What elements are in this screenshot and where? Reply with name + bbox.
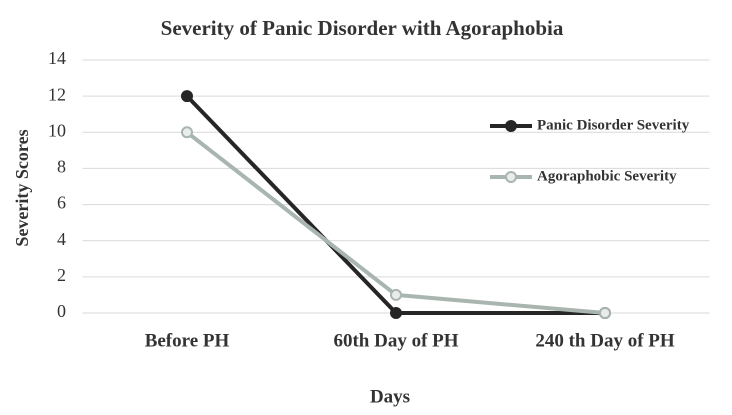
y-tick-label: 4 [57,229,66,249]
y-tick-label: 14 [48,48,66,68]
y-tick-label: 0 [57,301,66,321]
y-axis-title: Severity Scores [12,129,32,246]
legend-label: Panic Disorder Severity [537,117,690,133]
x-axis-title: Days [370,386,410,407]
data-point [181,90,193,103]
chart-title: Severity of Panic Disorder with Agorapho… [161,16,564,40]
data-point [181,126,193,139]
data-point [390,288,402,301]
data-point [599,307,611,319]
y-tick-label: 12 [48,84,66,104]
x-tick-label: 240 th Day of PH [535,330,675,351]
legend-label: Agoraphobic Severity [537,168,677,184]
data-point [390,307,402,319]
y-tick-label: 8 [57,157,66,177]
y-tick-label: 6 [57,193,66,213]
y-tick-label: 2 [57,265,66,285]
x-tick-label: Before PH [145,330,230,351]
legend-marker [505,171,517,183]
x-tick-label: 60th Day of PH [333,330,458,351]
legend-marker [505,120,517,132]
y-tick-label: 10 [48,120,66,140]
